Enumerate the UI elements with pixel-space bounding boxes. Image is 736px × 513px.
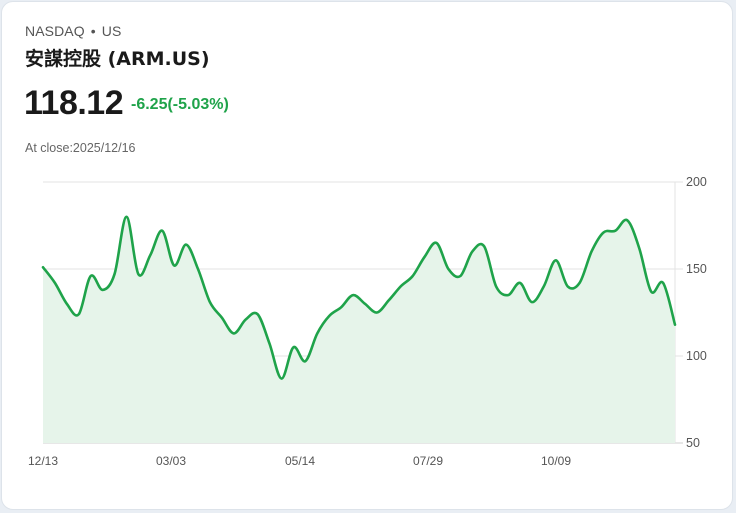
y-tick-150: 150 xyxy=(686,262,707,276)
x-tick-1: 12/13 xyxy=(28,454,58,468)
price-change: -6.25(-5.03%) xyxy=(131,96,229,113)
close-date: At close:2025/12/16 xyxy=(25,141,136,155)
stock-title: 安謀控股 (ARM.US) xyxy=(25,48,210,70)
exchange-name: NASDAQ xyxy=(25,23,85,39)
price-line xyxy=(41,215,677,380)
price-area-fill xyxy=(43,216,675,443)
y-tick-100: 100 xyxy=(686,349,707,363)
x-axis-labels: 12/13 03/03 05/14 07/29 10/09 xyxy=(28,454,571,468)
separator-dot: • xyxy=(90,23,96,39)
x-tick-3: 05/14 xyxy=(285,454,315,468)
x-tick-2: 03/03 xyxy=(156,454,186,468)
x-tick-5: 10/09 xyxy=(541,454,571,468)
y-tick-50: 50 xyxy=(686,436,700,450)
market-name: US xyxy=(101,23,122,39)
x-tick-4: 07/29 xyxy=(413,454,443,468)
current-price: 118.12 xyxy=(24,84,124,122)
exchange-line: NASDAQ • US xyxy=(25,23,121,39)
y-axis-labels: 200 150 100 50 xyxy=(686,175,707,450)
y-tick-200: 200 xyxy=(686,175,707,189)
